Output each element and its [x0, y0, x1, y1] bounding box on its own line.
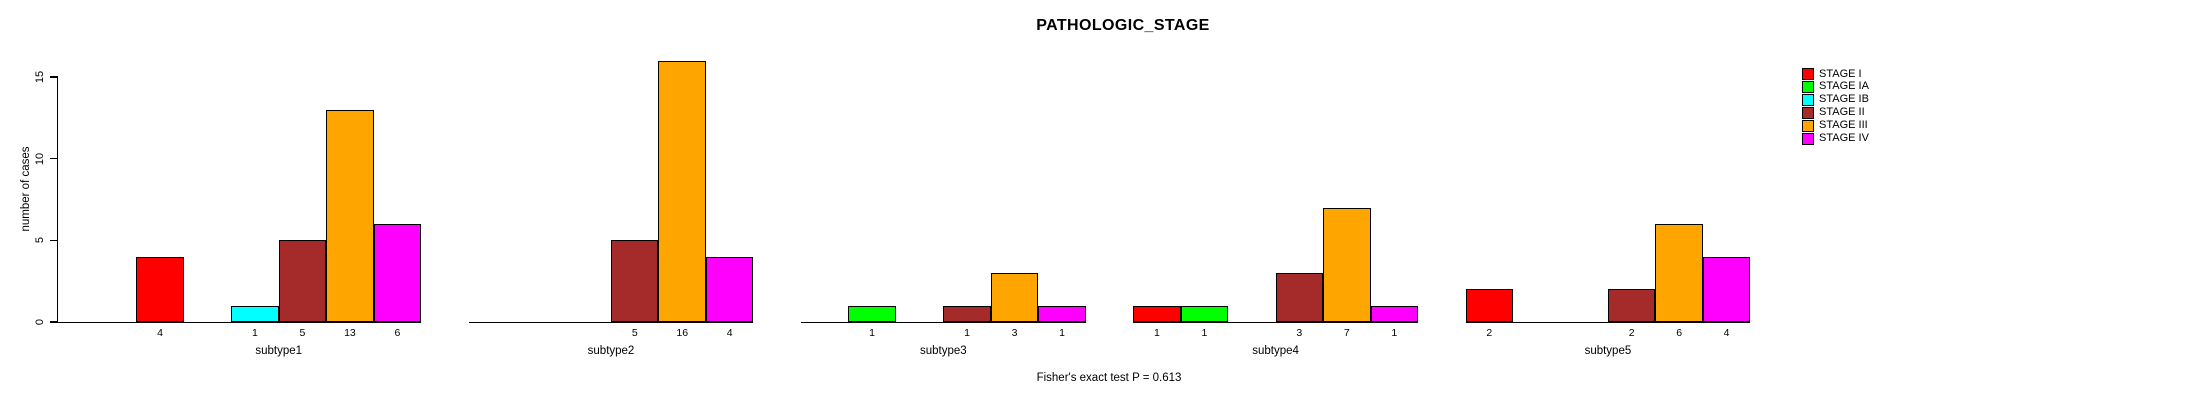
y-tick-label: 5: [34, 237, 46, 244]
y-axis-label: number of cases: [20, 146, 32, 232]
bar: [943, 305, 991, 322]
bar: [1275, 273, 1324, 322]
bar: [1133, 305, 1181, 322]
bar-value-label: 6: [1676, 326, 1683, 339]
legend-label: STAGE IA: [1819, 80, 1869, 93]
bar-value-label: 4: [157, 326, 163, 339]
legend-swatch: [1802, 80, 1814, 93]
category-label: subtype1: [255, 344, 303, 357]
bar: [1038, 305, 1086, 322]
x-axis-line: [56, 322, 422, 324]
y-tick-label: 0: [34, 318, 46, 326]
bar-value-label: 6: [394, 326, 401, 339]
bar-value-label: 7: [1343, 326, 1350, 339]
bar: [1370, 305, 1419, 322]
legend-swatch: [1802, 106, 1814, 119]
legend-swatch: [1802, 68, 1814, 80]
y-axis-line: [56, 77, 59, 324]
x-axis-line: [468, 322, 754, 324]
bar: [136, 256, 184, 322]
y-tick-label: 15: [34, 70, 46, 84]
bar: [373, 224, 422, 322]
bar-value-label: 5: [631, 326, 638, 339]
chart-title: PATHOLOGIC_STAGE: [1036, 17, 1210, 34]
bar: [1702, 256, 1751, 322]
bar: [231, 305, 279, 322]
bar: [326, 109, 374, 322]
bar-value-label: 5: [299, 326, 306, 339]
x-axis-line: [1465, 322, 1751, 324]
bar-value-label: 2: [1486, 326, 1493, 339]
bar-value-label: 1: [964, 326, 970, 339]
bar-value-label: 1: [252, 326, 258, 339]
y-axis-tick: [49, 239, 58, 241]
legend-swatch: [1802, 119, 1814, 132]
y-tick-label: 10: [34, 152, 46, 165]
bar: [611, 240, 659, 322]
category-label: subtype5: [1584, 344, 1632, 357]
bar-value-label: 1: [1154, 326, 1160, 339]
bar-value-label: 1: [1391, 326, 1398, 339]
bar: [848, 305, 896, 322]
bar: [705, 256, 754, 322]
bar-value-label: 2: [1628, 326, 1635, 339]
bar-value-label: 4: [1723, 326, 1730, 339]
bar: [1323, 207, 1371, 322]
legend-label: STAGE I: [1819, 67, 1862, 80]
legend-label: STAGE III: [1819, 119, 1868, 132]
bar-value-label: 1: [869, 326, 876, 339]
y-axis-tick: [49, 321, 58, 323]
bar: [278, 240, 327, 322]
bar: [1465, 289, 1513, 322]
legend-label: STAGE II: [1819, 106, 1865, 119]
y-axis-tick: [49, 76, 58, 78]
category-label: subtype4: [1252, 344, 1299, 357]
x-axis-line: [1133, 322, 1418, 324]
legend-swatch: [1802, 132, 1814, 145]
legend-label: STAGE IV: [1819, 132, 1869, 144]
fisher-test-note: Fisher's exact test P = 0.613: [1036, 372, 1182, 384]
bar-value-label: 3: [1296, 326, 1303, 339]
bar: [1655, 224, 1703, 322]
category-label: subtype3: [919, 344, 967, 357]
y-axis-tick: [49, 158, 58, 160]
bar: [658, 60, 706, 322]
bar-value-label: 3: [1011, 326, 1018, 339]
bar-value-label: 13: [344, 326, 356, 339]
bar-value-label: 4: [726, 326, 733, 339]
legend-swatch: [1802, 93, 1814, 106]
bar: [1607, 289, 1656, 322]
x-axis-line: [800, 322, 1086, 324]
bar-value-label: 1: [1201, 326, 1208, 339]
legend-label: STAGE IB: [1819, 93, 1869, 106]
bar-value-label: 1: [1059, 326, 1065, 339]
bar: [1180, 305, 1229, 322]
bar-value-label: 16: [676, 326, 689, 339]
bar: [990, 273, 1039, 322]
category-label: subtype2: [587, 344, 635, 357]
